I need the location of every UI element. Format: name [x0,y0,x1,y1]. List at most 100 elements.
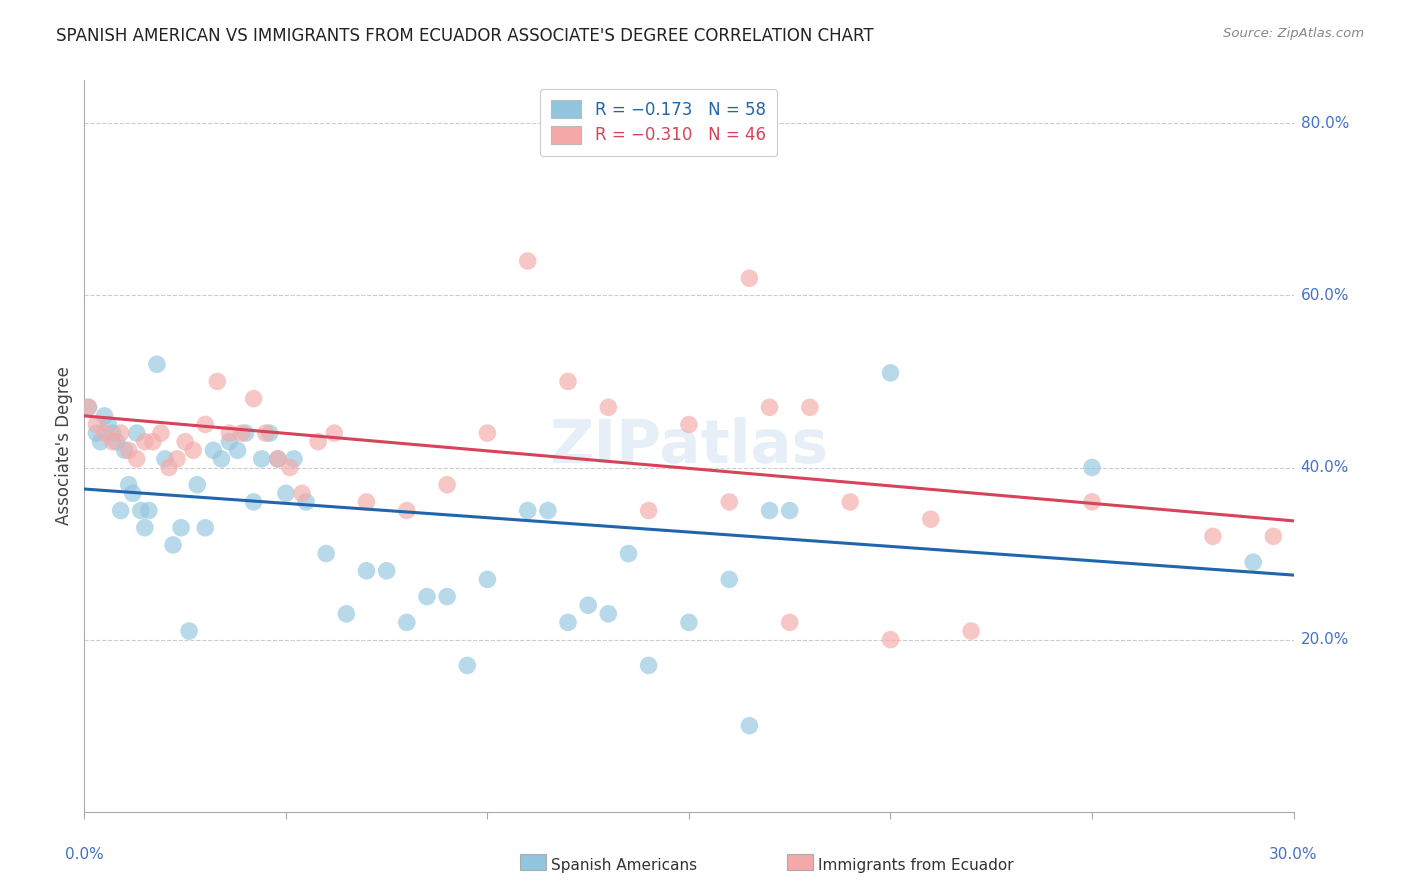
Text: 0.0%: 0.0% [65,847,104,863]
Point [436,477,458,491]
Text: 40.0%: 40.0% [1301,460,1348,475]
Point [576,598,599,612]
Point [226,443,249,458]
Point [718,495,741,509]
Point [283,451,305,466]
Point [157,460,180,475]
Point [129,503,152,517]
Point [436,590,458,604]
Point [125,451,148,466]
Point [174,434,197,449]
Point [839,495,862,509]
Point [879,632,901,647]
Text: Spanish Americans: Spanish Americans [551,858,697,872]
Point [242,495,264,509]
Point [678,417,700,432]
Point [738,719,761,733]
Point [267,451,290,466]
Point [138,503,160,517]
Point [315,547,337,561]
Point [114,443,136,458]
Point [101,434,124,449]
Point [121,486,143,500]
Point [295,495,318,509]
Point [209,451,232,466]
Text: Source: ZipAtlas.com: Source: ZipAtlas.com [1223,27,1364,40]
Point [1202,529,1225,543]
Point [207,375,229,389]
Text: 80.0%: 80.0% [1301,116,1348,131]
Point [516,503,538,517]
Point [637,503,659,517]
Point [477,426,499,441]
Point [235,426,257,441]
Point [89,434,111,449]
Point [375,564,398,578]
Point [125,426,148,441]
Point [779,615,801,630]
Point [254,426,277,441]
Point [537,503,560,517]
Y-axis label: Associate's Degree: Associate's Degree [55,367,73,525]
Point [86,426,108,441]
Text: 30.0%: 30.0% [1270,847,1317,863]
Point [218,426,240,441]
Text: Immigrants from Ecuador: Immigrants from Ecuador [818,858,1014,872]
Point [416,590,439,604]
Point [779,503,801,517]
Point [291,486,314,500]
Point [477,573,499,587]
Point [395,615,418,630]
Point [93,426,115,441]
Point [93,409,115,423]
Point [149,426,172,441]
Point [598,401,620,415]
Point [186,477,208,491]
Point [101,426,124,441]
Point [617,547,640,561]
Point [307,434,329,449]
Text: 20.0%: 20.0% [1301,632,1348,647]
Text: SPANISH AMERICAN VS IMMIGRANTS FROM ECUADOR ASSOCIATE'S DEGREE CORRELATION CHART: SPANISH AMERICAN VS IMMIGRANTS FROM ECUA… [56,27,875,45]
Text: 60.0%: 60.0% [1301,288,1348,303]
Point [110,503,132,517]
Point [267,451,290,466]
Point [170,521,193,535]
Legend: R = −0.173   N = 58, R = −0.310   N = 46: R = −0.173 N = 58, R = −0.310 N = 46 [540,88,778,156]
Point [274,486,297,500]
Point [134,521,156,535]
Point [110,426,132,441]
Point [758,401,780,415]
Point [162,538,184,552]
Point [231,426,253,441]
Point [134,434,156,449]
Point [181,443,204,458]
Point [323,426,346,441]
Point [557,615,579,630]
Point [105,434,128,449]
Point [356,495,378,509]
Point [194,417,217,432]
Point [637,658,659,673]
Point [218,434,240,449]
Point [278,460,301,475]
Point [335,607,357,621]
Point [97,417,120,432]
Point [758,503,780,517]
Point [259,426,281,441]
Point [146,357,169,371]
Point [118,477,141,491]
Point [166,451,188,466]
Point [960,624,983,638]
Point [179,624,201,638]
Point [395,503,418,517]
Point [799,401,821,415]
Point [920,512,942,526]
Point [598,607,620,621]
Point [456,658,478,673]
Point [194,521,217,535]
Text: ZIPatlas: ZIPatlas [550,417,828,475]
Point [557,375,579,389]
Point [1081,495,1104,509]
Point [77,401,100,415]
